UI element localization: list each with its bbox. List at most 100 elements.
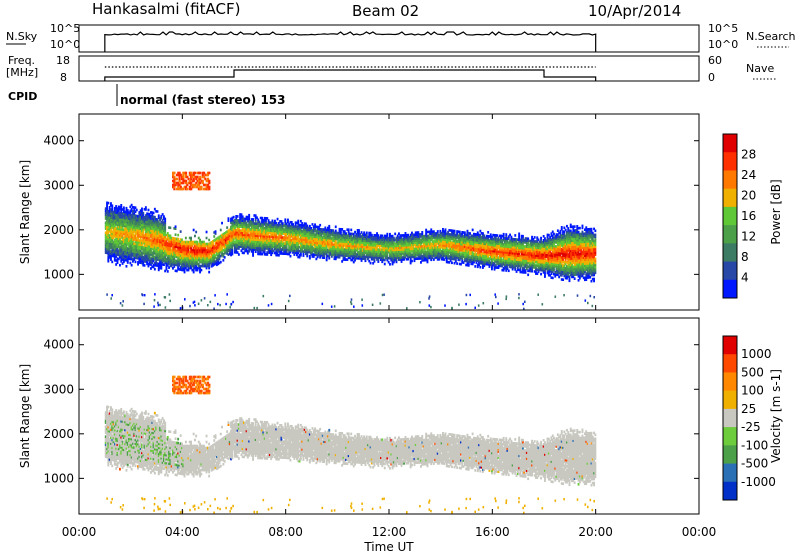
- power-cell: [165, 261, 168, 265]
- power-cell: [147, 258, 150, 262]
- power-cell: [130, 241, 133, 245]
- power-cell: [152, 233, 155, 237]
- power-cell: [223, 256, 226, 259]
- power-cell: [159, 238, 161, 242]
- power-cell: [157, 232, 160, 236]
- power-cell: [153, 231, 156, 235]
- power-cell: [289, 254, 292, 258]
- power-cell: [117, 237, 120, 241]
- power-cell: [181, 256, 183, 260]
- power-cell: [169, 264, 172, 268]
- power-cell: [138, 211, 141, 214]
- power-cell: [150, 221, 152, 224]
- power-cell: [108, 248, 111, 251]
- power-cell: [194, 240, 196, 244]
- power-cell: [205, 242, 208, 246]
- power-cell: [132, 210, 134, 213]
- power-cell: [119, 241, 121, 245]
- power-cell: [138, 227, 141, 230]
- power-cell: [153, 239, 156, 243]
- power-cell: [113, 243, 116, 246]
- power-cell: [146, 256, 149, 260]
- power-cell: [129, 213, 132, 217]
- power-cell: [214, 256, 217, 259]
- power-cell: [147, 252, 150, 256]
- power-cell: [208, 248, 211, 252]
- power-cell: [179, 266, 182, 269]
- power-cell: [106, 239, 108, 243]
- power-cell: [141, 259, 143, 263]
- power-cell: [187, 260, 190, 264]
- power-cell: [108, 234, 111, 237]
- power-cell: [195, 260, 198, 264]
- power-cell: [218, 245, 221, 249]
- power-cell: [129, 211, 132, 215]
- power-cell: [152, 253, 155, 257]
- power-cell: [204, 254, 207, 258]
- power-cell: [112, 226, 115, 230]
- power-cell: [174, 269, 177, 273]
- power-cell: [119, 231, 121, 235]
- power-cell: [166, 256, 169, 259]
- power-cell: [146, 214, 149, 217]
- power-cell: [117, 223, 120, 227]
- power-cell: [133, 234, 136, 237]
- power-cell: [142, 217, 145, 221]
- power-cell: [122, 260, 125, 264]
- power-cell: [219, 244, 222, 248]
- power-cell: [178, 252, 181, 255]
- power-cell: [182, 258, 185, 262]
- power-cell: [223, 232, 226, 235]
- power-cell: [122, 206, 125, 209]
- power-cell: [138, 229, 141, 232]
- power-cell: [206, 246, 209, 250]
- power-cell: [212, 252, 214, 255]
- power-cell: [183, 260, 186, 264]
- power-cell: [163, 221, 165, 224]
- power-cell: [130, 229, 133, 233]
- power-cell: [129, 245, 132, 249]
- power-cell: [111, 226, 114, 230]
- power-cell: [172, 236, 174, 240]
- power-cell: [221, 241, 223, 245]
- power-cell: [221, 221, 223, 225]
- power-cell: [156, 236, 159, 239]
- power-cell: [146, 218, 149, 222]
- power-cell: [122, 232, 125, 236]
- power-cell: [160, 243, 163, 246]
- power-cell: [199, 264, 201, 268]
- power-cell: [173, 245, 176, 248]
- power-cell: [113, 208, 116, 212]
- power-cell: [137, 234, 139, 238]
- power-cell: [179, 260, 182, 263]
- power-cell: [153, 241, 156, 245]
- power-cell: [143, 234, 146, 237]
- power-cell: [182, 260, 185, 264]
- power-cell: [197, 246, 200, 250]
- power-cell: [142, 223, 145, 227]
- power-cell: [161, 251, 164, 254]
- power-cell: [119, 233, 121, 237]
- power-cell: [210, 257, 213, 260]
- power-cell: [153, 217, 156, 221]
- power-cell: [186, 244, 189, 248]
- power-cell: [192, 262, 195, 266]
- power-cell: [104, 227, 107, 230]
- power-cell: [132, 254, 134, 257]
- freq-tick-bottom: 8: [60, 71, 67, 84]
- power-cell: [208, 250, 211, 254]
- power-cell: [221, 247, 223, 251]
- power-cell: [197, 236, 200, 240]
- power-cell: [203, 244, 205, 248]
- power-cell: [130, 209, 133, 213]
- power-cell: [146, 246, 149, 250]
- power-cell: [110, 234, 112, 237]
- power-cell: [190, 238, 192, 242]
- power-cell: [133, 256, 136, 259]
- power-cell: [130, 223, 133, 227]
- power-cell: [138, 245, 141, 248]
- power-cell: [184, 262, 187, 266]
- power-cell: [152, 255, 155, 259]
- power-cell: [133, 228, 136, 231]
- power-cell: [125, 228, 128, 232]
